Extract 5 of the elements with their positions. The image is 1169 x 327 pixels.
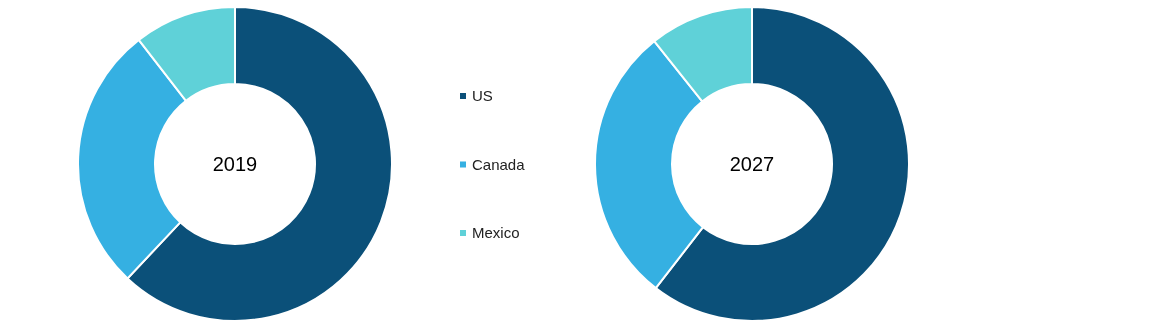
legend-label: Canada <box>472 155 526 173</box>
legend-label: US <box>472 87 493 105</box>
legend-label: Mexico <box>472 224 520 242</box>
text: 2027 <box>729 153 775 175</box>
text: 2019 <box>212 153 258 175</box>
